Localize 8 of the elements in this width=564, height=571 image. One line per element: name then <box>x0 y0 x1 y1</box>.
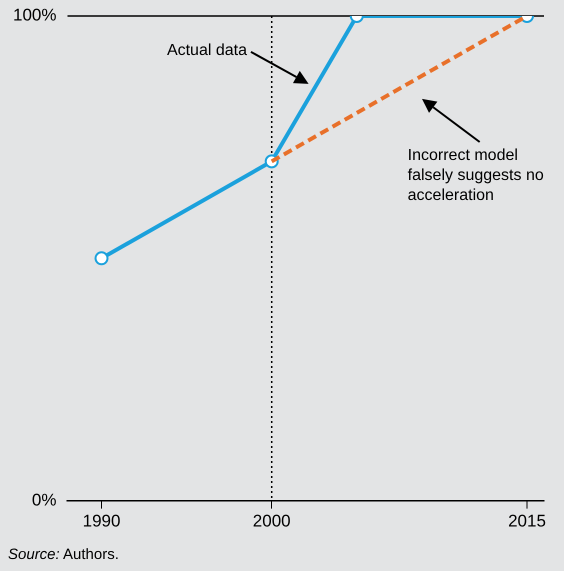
annotation: Incorrect model falsely suggests no acceleration <box>408 146 545 206</box>
y-tick-label: 100% <box>12 6 56 25</box>
y-tick-label: 0% <box>32 490 56 510</box>
source-note: Source: Authors. <box>8 546 119 563</box>
x-tick-label: 1990 <box>82 511 120 530</box>
x-tick-label: 2000 <box>252 511 291 530</box>
annotation: Actual data <box>166 40 247 61</box>
x-tick-label: 2015 <box>508 511 546 530</box>
